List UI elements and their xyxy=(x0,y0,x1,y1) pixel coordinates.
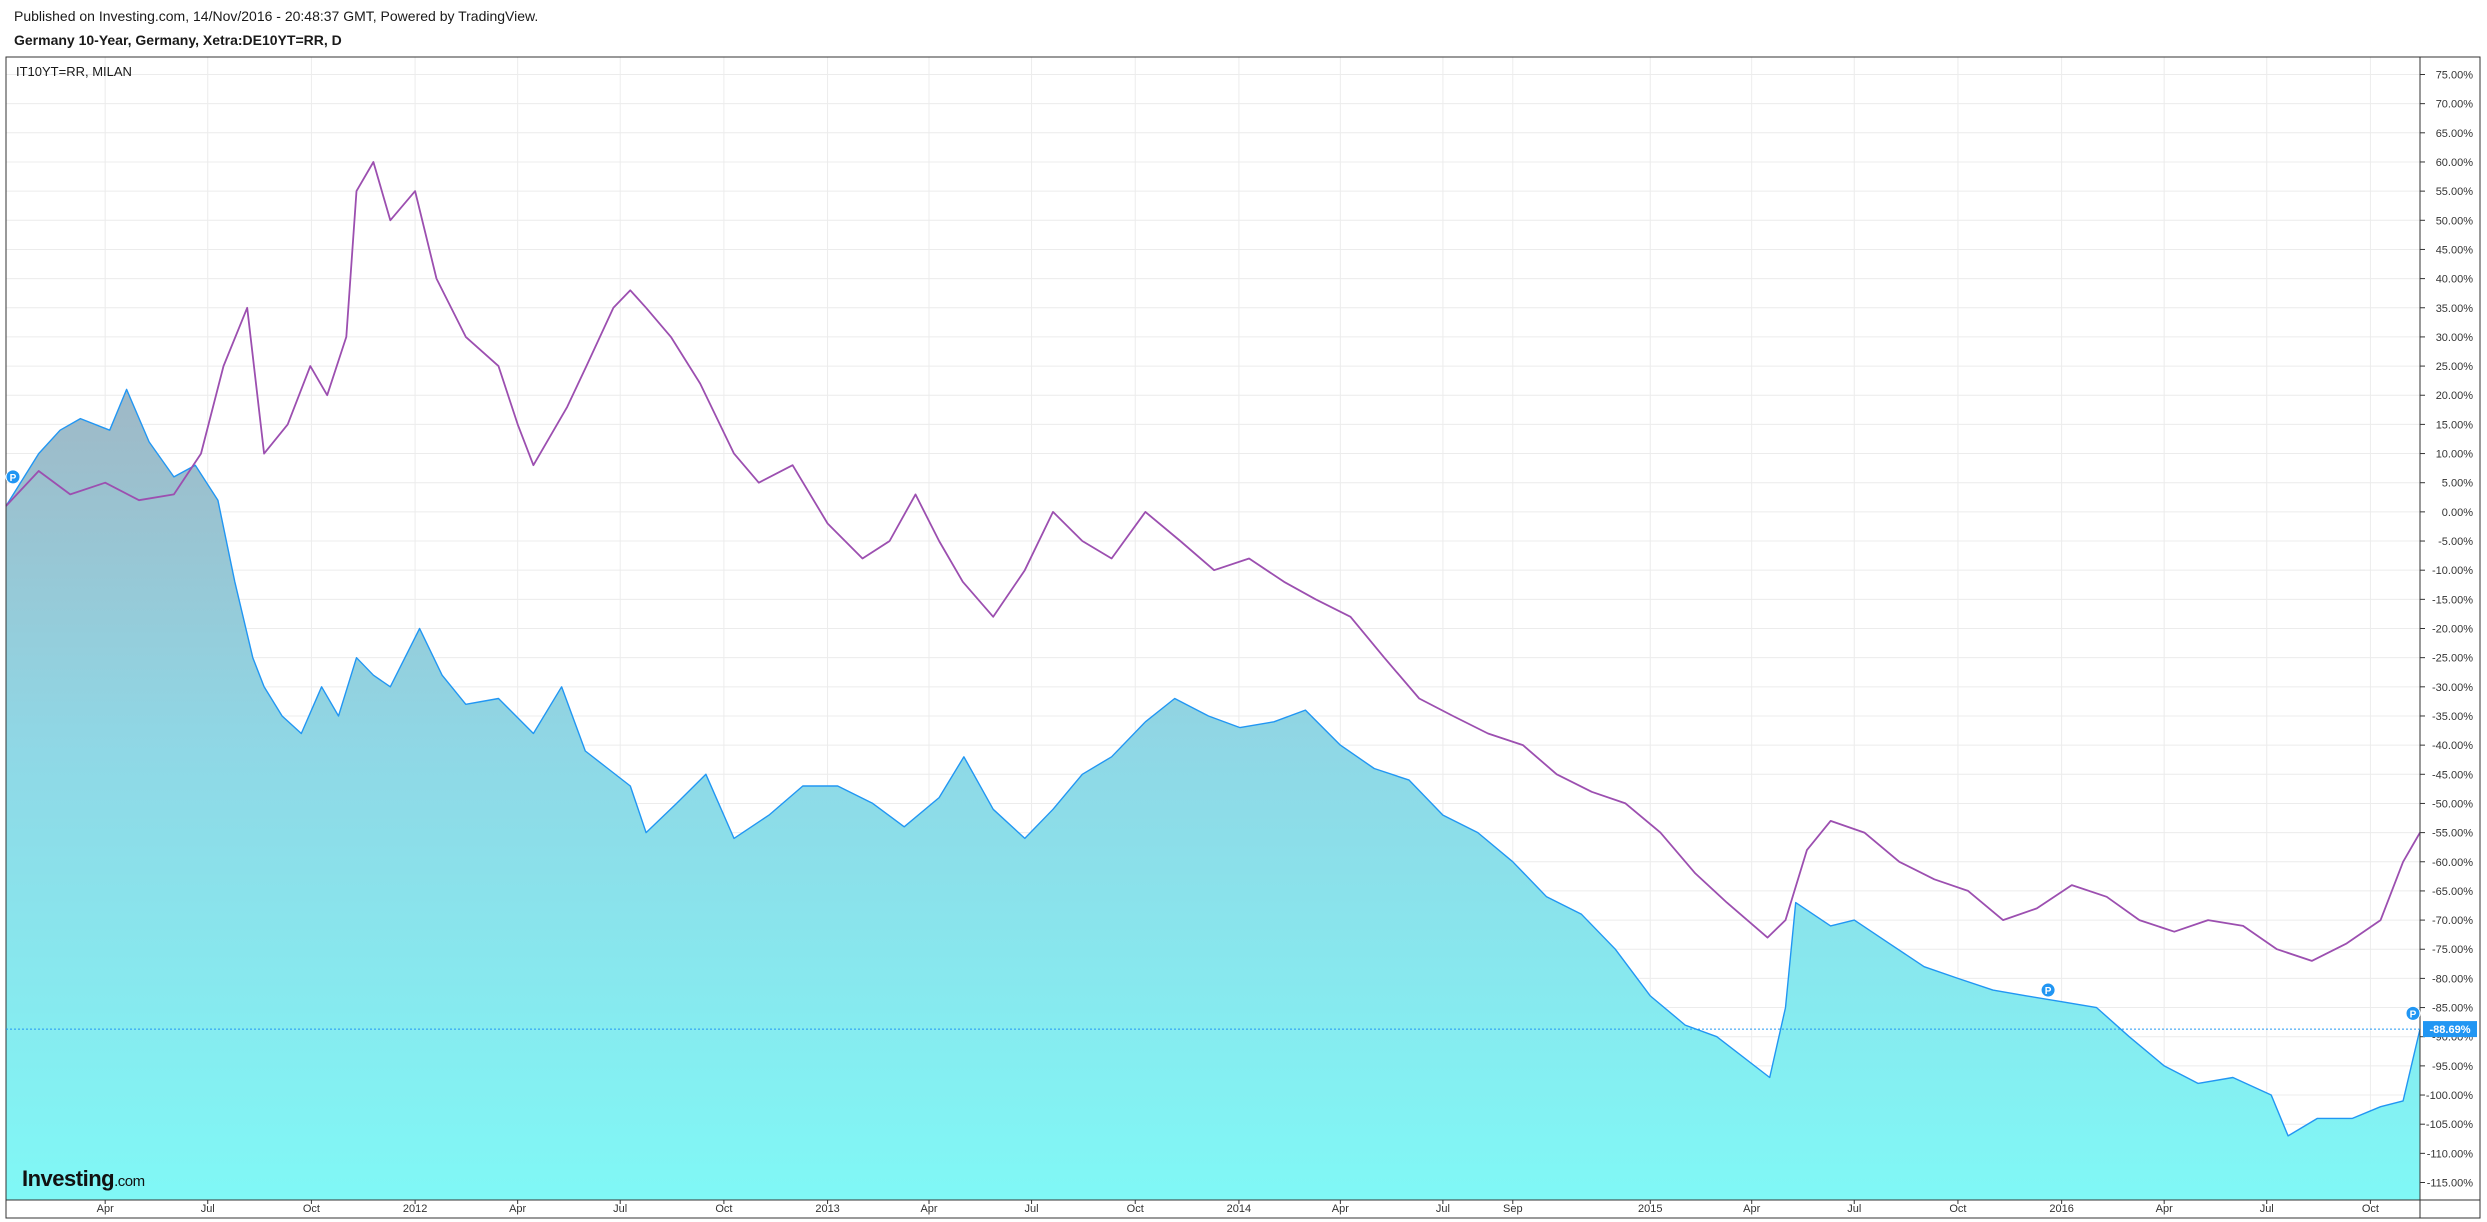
y-tick-label: -95.00% xyxy=(2432,1061,2473,1073)
marker-label: P xyxy=(2045,986,2052,997)
x-tick-label: Oct xyxy=(2362,1203,2379,1215)
y-tick-label: 75.00% xyxy=(2436,69,2474,81)
logo-suffix: .com xyxy=(114,1173,145,1190)
y-tick-label: -100.00% xyxy=(2426,1090,2473,1102)
y-tick-label: 70.00% xyxy=(2436,99,2474,111)
x-tick-label: Apr xyxy=(2156,1203,2173,1215)
x-tick-label: 2014 xyxy=(1227,1203,1251,1215)
x-tick-label: Jul xyxy=(1436,1203,1450,1215)
series-line-0 xyxy=(5,388,2421,1137)
marker-label: P xyxy=(2410,1009,2417,1020)
x-tick-label: Jul xyxy=(1025,1203,1039,1215)
x-tick-label: 2015 xyxy=(1638,1203,1662,1215)
y-tick-label: 10.00% xyxy=(2436,449,2474,461)
y-tick-label: -115.00% xyxy=(2427,1178,2473,1190)
x-tick-label: 2013 xyxy=(815,1203,839,1215)
marker-circle xyxy=(2040,982,2056,998)
x-tick-label: 2016 xyxy=(2049,1203,2073,1215)
y-tick-label: -60.00% xyxy=(2432,857,2473,869)
x-tick-label: Apr xyxy=(509,1203,526,1215)
y-tick-label: 55.00% xyxy=(2436,186,2474,198)
y-tick-label: 35.00% xyxy=(2436,303,2474,315)
x-tick-label: Apr xyxy=(1743,1203,1760,1215)
y-tick-label: 5.00% xyxy=(2442,478,2473,490)
y-tick-label: 30.00% xyxy=(2436,332,2474,344)
published-note: Published on Investing.com, 14/Nov/2016 … xyxy=(14,8,539,24)
x-tick-label: Oct xyxy=(1949,1203,1966,1215)
y-tick-label: 15.00% xyxy=(2436,419,2474,431)
legend-compare-symbol: IT10YT=RR, MILAN xyxy=(16,64,132,79)
last-value-label: -88.69% xyxy=(2430,1024,2471,1036)
series-line-1 xyxy=(5,161,2421,962)
y-tick-label: -25.00% xyxy=(2432,653,2473,665)
y-tick-label: -80.00% xyxy=(2432,973,2473,985)
y-tick-label: 40.00% xyxy=(2436,274,2474,286)
y-tick-label: -75.00% xyxy=(2432,944,2473,956)
y-tick-label: -105.00% xyxy=(2426,1119,2473,1131)
x-tick-label: 2012 xyxy=(403,1203,427,1215)
x-tick-label: Sep xyxy=(1503,1203,1523,1215)
series-area-fill-0 xyxy=(6,389,2420,1200)
last-value-badge xyxy=(2423,1021,2477,1038)
y-axis: 75.00% 70.00% 65.00% 60.00% 55.00% 50.00% 45.0… xyxy=(2419,57,2474,1218)
y-tick-label: -110.00% xyxy=(2427,1148,2473,1160)
x-tick-label: Jul xyxy=(613,1203,627,1215)
y-tick-label: -15.00% xyxy=(2432,594,2473,606)
x-tick-label: Apr xyxy=(1332,1203,1349,1215)
x-tick-label: Jul xyxy=(1847,1203,1861,1215)
y-tick-label: 45.00% xyxy=(2436,244,2474,256)
y-tick-label: -50.00% xyxy=(2432,798,2473,810)
y-tick-label: 25.00% xyxy=(2436,361,2474,373)
plot-frame xyxy=(5,56,2481,1219)
marker-circle xyxy=(5,469,21,485)
x-tick-label: Apr xyxy=(97,1203,114,1215)
y-tick-label: -30.00% xyxy=(2432,682,2473,694)
logo-brand: Investing xyxy=(22,1166,115,1191)
x-tick-label: Oct xyxy=(303,1203,320,1215)
y-tick-label: -40.00% xyxy=(2432,740,2473,752)
y-tick-label: -45.00% xyxy=(2432,769,2473,781)
marker-circle xyxy=(2405,1005,2421,1021)
y-tick-label: -10.00% xyxy=(2432,565,2473,577)
y-tick-label: -5.00% xyxy=(2438,536,2473,548)
y-tick-label: 60.00% xyxy=(2436,157,2474,169)
chart-series-layer xyxy=(5,161,2421,1200)
investing-logo: Investing.com xyxy=(22,1166,145,1192)
y-tick-label: -55.00% xyxy=(2432,828,2473,840)
x-tick-label: Oct xyxy=(715,1203,732,1215)
y-tick-label: -70.00% xyxy=(2432,915,2473,927)
y-tick-label: 50.00% xyxy=(2436,215,2474,227)
y-tick-label: 20.00% xyxy=(2436,390,2474,402)
x-tick-label: Oct xyxy=(1127,1203,1144,1215)
y-tick-label: -20.00% xyxy=(2432,624,2473,636)
chart-title: Germany 10-Year, Germany, Xetra:DE10YT=R… xyxy=(14,32,342,48)
y-tick-label: 0.00% xyxy=(2442,507,2473,519)
x-axis: Apr Jul Oct 2012 Apr Jul Oct 2013 Apr Jul Oct 2014 A… xyxy=(6,1199,2480,1215)
chart-markers: -88.69% P P P xyxy=(5,469,2477,1038)
y-tick-label: -65.00% xyxy=(2432,886,2473,898)
x-tick-label: Apr xyxy=(920,1203,937,1215)
x-tick-label: Jul xyxy=(201,1203,215,1215)
y-tick-label: -85.00% xyxy=(2432,1003,2473,1015)
x-tick-label: Jul xyxy=(2260,1203,2274,1215)
y-tick-label: 65.00% xyxy=(2436,128,2474,140)
marker-label: P xyxy=(10,473,17,484)
y-tick-label: -35.00% xyxy=(2432,711,2473,723)
